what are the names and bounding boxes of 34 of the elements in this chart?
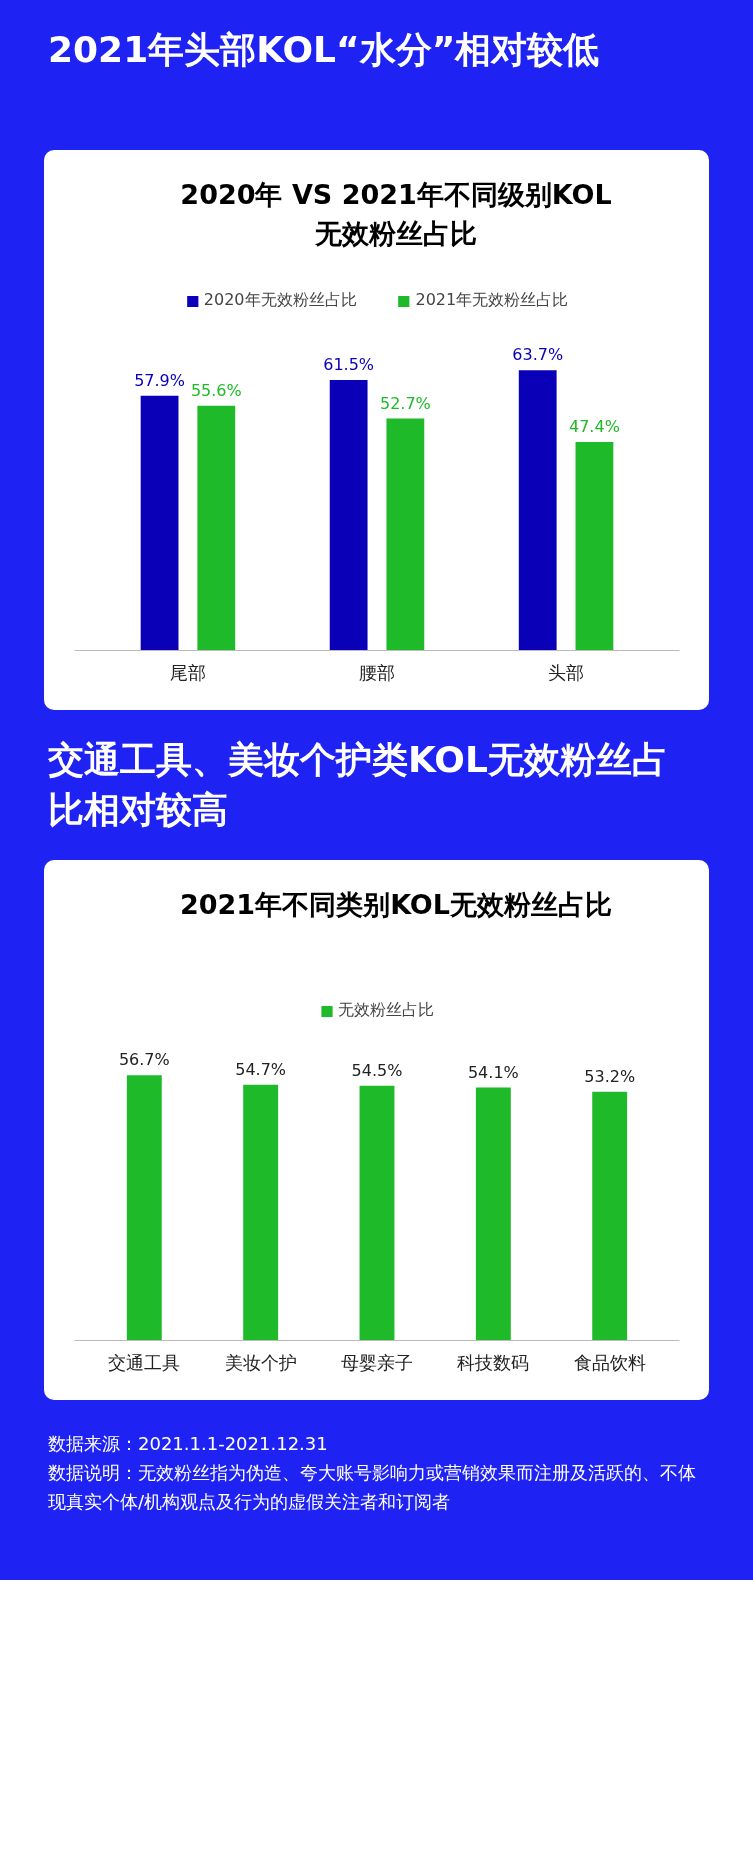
- chart-subtitle: 2020年 VS 2021年不同级别KOL无效粉丝占比: [179, 178, 613, 252]
- x-tick-label: 腰部: [359, 661, 395, 683]
- x-tick-label: 美妆个护: [224, 1351, 297, 1373]
- text: 数据说明：无效粉丝指为伪造、夸大账号影响力或营销效果而注册及活跃的、不体现真实个体/机构观点及行为的虚假关注者和订阅者: [48, 1461, 696, 1512]
- data-label: 56.7%: [118, 1050, 170, 1070]
- data-label: 54.7%: [235, 1059, 287, 1079]
- x-tick-label: 食品饮料: [573, 1351, 646, 1373]
- x-tick-label: 母婴亲子: [341, 1351, 413, 1373]
- chart-subtitle: 2021年不同类别KOL无效粉丝占比: [179, 888, 612, 922]
- data-label: 55.6%: [190, 380, 242, 400]
- bar: [575, 441, 614, 651]
- x-tick-label: 头部: [548, 661, 585, 683]
- data-label: 63.7%: [512, 345, 564, 365]
- x-tick-label: 尾部: [169, 661, 206, 683]
- bar: [140, 395, 179, 651]
- legend-label: 2020年无效粉丝占比: [203, 290, 357, 311]
- data-label: 61.5%: [323, 354, 375, 374]
- bar: [197, 405, 236, 651]
- data-label: 53.2%: [584, 1066, 636, 1086]
- x-tick-label: 科技数码: [457, 1351, 530, 1373]
- bar: [329, 379, 368, 651]
- data-label: 47.4%: [569, 416, 620, 436]
- legend-label: 2021年无效粉丝占比: [415, 290, 569, 311]
- chart-title: 2021年头部KOL“水分”相对较低: [48, 28, 600, 72]
- bar: [518, 370, 557, 651]
- data-label: 54.5%: [351, 1060, 403, 1080]
- data-label: 57.9%: [134, 370, 185, 390]
- x-tick-label: 交通工具: [108, 1351, 181, 1373]
- chart-title: 交通工具、美妆个护类KOL无效粉丝占比相对较高: [48, 738, 669, 833]
- bar: [386, 418, 425, 651]
- data-label: 54.1%: [467, 1062, 519, 1082]
- legend-label: 无效粉丝占比: [338, 1000, 434, 1021]
- data-label: 52.7%: [379, 393, 431, 413]
- source-note: 数据来源：2021.1.1-2021.12.31: [48, 1433, 328, 1454]
